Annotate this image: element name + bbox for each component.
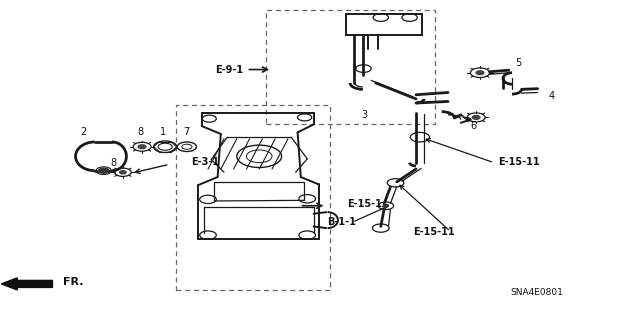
Text: E-15-1: E-15-1: [347, 199, 381, 209]
Bar: [266, 10, 435, 124]
Text: E-9-1: E-9-1: [215, 64, 243, 75]
Text: E-15-11: E-15-11: [413, 227, 454, 237]
Text: E-3-1: E-3-1: [191, 157, 219, 167]
Text: 4: 4: [548, 91, 555, 101]
Circle shape: [383, 204, 388, 207]
Bar: [176, 105, 330, 290]
Text: 3: 3: [362, 110, 368, 120]
Text: 6: 6: [470, 121, 477, 131]
Text: 2: 2: [80, 127, 86, 137]
Text: B-1-1: B-1-1: [328, 217, 356, 227]
Text: SNA4E0801: SNA4E0801: [510, 288, 563, 297]
Circle shape: [472, 115, 480, 119]
Text: 1: 1: [160, 127, 166, 137]
Text: FR.: FR.: [63, 277, 83, 287]
Text: 7: 7: [183, 127, 189, 137]
FancyArrow shape: [1, 278, 52, 290]
Text: 8: 8: [137, 127, 143, 137]
Text: 5: 5: [515, 58, 522, 68]
Text: 8: 8: [111, 158, 117, 168]
Circle shape: [138, 145, 146, 149]
Text: E-15-11: E-15-11: [498, 157, 540, 167]
Circle shape: [99, 168, 109, 173]
Circle shape: [120, 171, 126, 174]
Circle shape: [476, 71, 484, 75]
